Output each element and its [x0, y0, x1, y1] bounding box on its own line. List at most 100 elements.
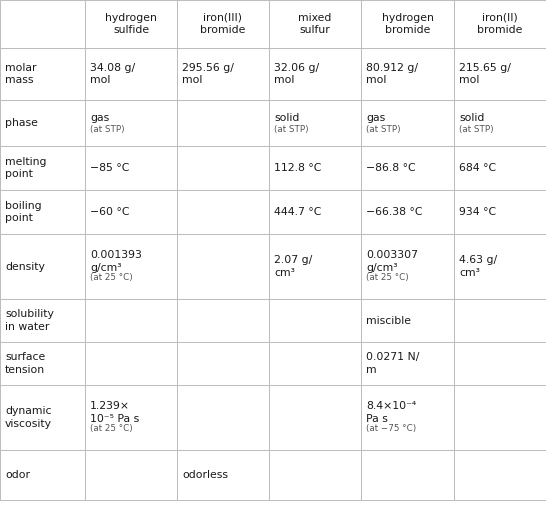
Text: gas: gas — [90, 113, 109, 123]
Bar — [85, 385, 177, 450]
Bar — [177, 299, 269, 342]
Bar — [454, 48, 546, 100]
Text: (at STP): (at STP) — [459, 125, 494, 133]
Bar — [269, 100, 361, 146]
Bar — [361, 48, 454, 100]
Bar — [269, 234, 361, 299]
Text: 2.07 g/
cm³: 2.07 g/ cm³ — [274, 256, 312, 277]
Text: miscible: miscible — [366, 315, 411, 326]
Bar — [0, 100, 85, 146]
Bar — [454, 234, 546, 299]
Bar — [0, 48, 85, 100]
Bar — [269, 190, 361, 234]
Text: mixed
sulfur: mixed sulfur — [298, 13, 331, 35]
Text: (at 25 °C): (at 25 °C) — [366, 273, 409, 282]
Bar — [177, 450, 269, 500]
Bar — [0, 0, 85, 48]
Text: 1.239×
10⁻⁵ Pa s: 1.239× 10⁻⁵ Pa s — [90, 401, 139, 424]
Bar — [454, 100, 546, 146]
Bar — [361, 0, 454, 48]
Bar — [269, 342, 361, 385]
Bar — [269, 385, 361, 450]
Text: solubility
in water: solubility in water — [5, 309, 54, 332]
Text: odorless: odorless — [182, 470, 228, 480]
Bar — [361, 100, 454, 146]
Text: iron(III)
bromide: iron(III) bromide — [200, 13, 246, 35]
Bar — [454, 190, 546, 234]
Text: 934 °C: 934 °C — [459, 207, 496, 217]
Text: solid: solid — [274, 113, 299, 123]
Text: 0.003307
g/cm³: 0.003307 g/cm³ — [366, 250, 418, 272]
Bar — [177, 385, 269, 450]
Text: 34.08 g/
mol: 34.08 g/ mol — [90, 63, 135, 85]
Bar — [454, 385, 546, 450]
Bar — [177, 234, 269, 299]
Text: 80.912 g/
mol: 80.912 g/ mol — [366, 63, 418, 85]
Bar — [177, 190, 269, 234]
Text: −66.38 °C: −66.38 °C — [366, 207, 423, 217]
Text: 295.56 g/
mol: 295.56 g/ mol — [182, 63, 234, 85]
Bar — [85, 450, 177, 500]
Bar — [0, 190, 85, 234]
Bar — [454, 342, 546, 385]
Bar — [85, 342, 177, 385]
Bar — [0, 342, 85, 385]
Bar — [177, 100, 269, 146]
Text: (at 25 °C): (at 25 °C) — [90, 273, 133, 282]
Text: (at STP): (at STP) — [366, 125, 401, 133]
Text: phase: phase — [5, 118, 38, 128]
Text: solid: solid — [459, 113, 484, 123]
Text: (at −75 °C): (at −75 °C) — [366, 424, 416, 433]
Text: 0.0271 N/
m: 0.0271 N/ m — [366, 352, 419, 375]
Bar — [0, 450, 85, 500]
Text: iron(II)
bromide: iron(II) bromide — [477, 13, 523, 35]
Bar — [85, 234, 177, 299]
Text: −60 °C: −60 °C — [90, 207, 129, 217]
Text: boiling
point: boiling point — [5, 201, 41, 223]
Bar — [361, 234, 454, 299]
Text: (at STP): (at STP) — [274, 125, 308, 133]
Bar — [85, 299, 177, 342]
Text: (at 25 °C): (at 25 °C) — [90, 424, 133, 433]
Bar — [177, 146, 269, 190]
Text: 0.001393
g/cm³: 0.001393 g/cm³ — [90, 250, 142, 272]
Text: gas: gas — [366, 113, 385, 123]
Bar — [454, 146, 546, 190]
Text: −86.8 °C: −86.8 °C — [366, 163, 416, 173]
Bar — [269, 450, 361, 500]
Bar — [454, 0, 546, 48]
Bar — [85, 100, 177, 146]
Bar — [85, 190, 177, 234]
Text: 4.63 g/
cm³: 4.63 g/ cm³ — [459, 256, 497, 277]
Bar — [269, 146, 361, 190]
Text: surface
tension: surface tension — [5, 352, 45, 375]
Text: (at STP): (at STP) — [90, 125, 124, 133]
Text: 684 °C: 684 °C — [459, 163, 496, 173]
Bar — [454, 299, 546, 342]
Bar — [85, 0, 177, 48]
Bar — [177, 342, 269, 385]
Bar — [361, 146, 454, 190]
Bar — [361, 342, 454, 385]
Text: 8.4×10⁻⁴
Pa s: 8.4×10⁻⁴ Pa s — [366, 401, 416, 424]
Text: melting
point: melting point — [5, 157, 46, 179]
Text: hydrogen
sulfide: hydrogen sulfide — [105, 13, 157, 35]
Bar — [269, 299, 361, 342]
Bar — [269, 48, 361, 100]
Bar — [0, 299, 85, 342]
Text: −85 °C: −85 °C — [90, 163, 129, 173]
Bar — [361, 385, 454, 450]
Bar — [85, 146, 177, 190]
Text: molar
mass: molar mass — [5, 63, 37, 85]
Bar — [361, 299, 454, 342]
Bar — [177, 0, 269, 48]
Bar — [0, 234, 85, 299]
Bar — [85, 48, 177, 100]
Bar — [177, 48, 269, 100]
Text: 444.7 °C: 444.7 °C — [274, 207, 322, 217]
Bar — [0, 146, 85, 190]
Bar — [0, 385, 85, 450]
Text: 215.65 g/
mol: 215.65 g/ mol — [459, 63, 511, 85]
Bar — [361, 450, 454, 500]
Bar — [269, 0, 361, 48]
